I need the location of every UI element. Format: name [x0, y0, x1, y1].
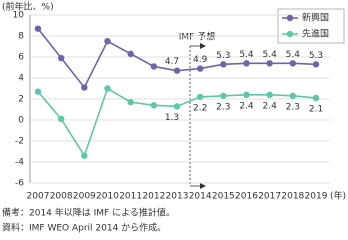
point [57, 54, 65, 62]
point [289, 92, 297, 100]
data-label: 5.4 [239, 50, 254, 60]
point [34, 88, 42, 95]
y-tick-label: 0 [18, 116, 24, 126]
point [312, 61, 320, 68]
data-label: 2.4 [239, 101, 254, 111]
note: 備考：2014 年以降は IMF による推計値。 [2, 207, 175, 219]
point [81, 152, 88, 159]
x-tick-label: 2011 [119, 192, 142, 202]
x-tick-label: 2013 [166, 192, 189, 202]
point [150, 63, 158, 70]
y-tick-label: -2 [15, 137, 24, 147]
point [220, 61, 227, 68]
y-tick-label: -4 [15, 158, 24, 168]
point [173, 67, 181, 74]
y-tick-label: 4 [18, 74, 24, 84]
x-tick-label: 2016 [235, 192, 258, 202]
forecast-bracket [189, 43, 206, 189]
legend-marker [286, 14, 294, 22]
y-tick-label: -6 [15, 179, 24, 189]
x-tick-label: 2007 [27, 192, 50, 202]
point [196, 93, 204, 101]
legend-label: 新興国 [302, 12, 329, 24]
point [81, 84, 88, 91]
point [173, 103, 181, 110]
point [243, 91, 250, 99]
y-tick-label: 6 [18, 53, 24, 63]
y-tick-label: 2 [18, 95, 24, 105]
x-axis-label: (年) [330, 190, 346, 202]
x-tick-label: 2019 [305, 192, 328, 202]
point [312, 94, 320, 102]
y-axis-label: (前年比、%) [2, 1, 54, 13]
point [57, 115, 65, 123]
annotation: IMF 予想 [179, 31, 215, 43]
point [104, 38, 111, 45]
point [104, 85, 111, 92]
y-tick-label: 8 [18, 32, 24, 42]
x-tick-label: 2010 [96, 192, 119, 202]
x-tick-label: 2018 [281, 192, 304, 202]
x-tick-label: 2017 [258, 192, 281, 202]
x-tick-label: 2009 [73, 192, 96, 202]
point [127, 98, 134, 106]
x-tick-label: 2008 [50, 192, 73, 202]
x-tick-label: 2012 [142, 192, 165, 202]
data-label: 4.9 [193, 55, 208, 65]
legend-label: 先進国 [302, 28, 329, 40]
x-tick-label: 2014 [189, 192, 212, 202]
data-label: 4.7 [165, 57, 179, 67]
point [34, 25, 42, 32]
note: 資料：IMF WEO April 2014 から作成。 [2, 222, 166, 234]
point [220, 92, 227, 100]
point [289, 60, 297, 67]
data-label: 2.1 [309, 104, 323, 114]
x-tick-label: 2015 [212, 192, 235, 202]
data-label: 2.3 [286, 102, 300, 112]
point [150, 102, 158, 109]
data-label: 2.2 [193, 103, 207, 113]
point [266, 60, 273, 67]
data-label: 5.4 [286, 50, 301, 60]
data-label: 2.4 [263, 101, 278, 111]
data-label: 5.3 [309, 51, 323, 61]
point [243, 60, 250, 67]
data-label: 1.3 [165, 113, 179, 123]
data-label: 2.3 [216, 102, 230, 112]
point [196, 65, 204, 72]
data-label: 5.3 [216, 51, 230, 61]
point [266, 91, 273, 99]
legend-marker [286, 30, 294, 38]
y-tick-label: 10 [13, 11, 25, 21]
point [127, 50, 134, 58]
data-label: 5.4 [263, 50, 278, 60]
